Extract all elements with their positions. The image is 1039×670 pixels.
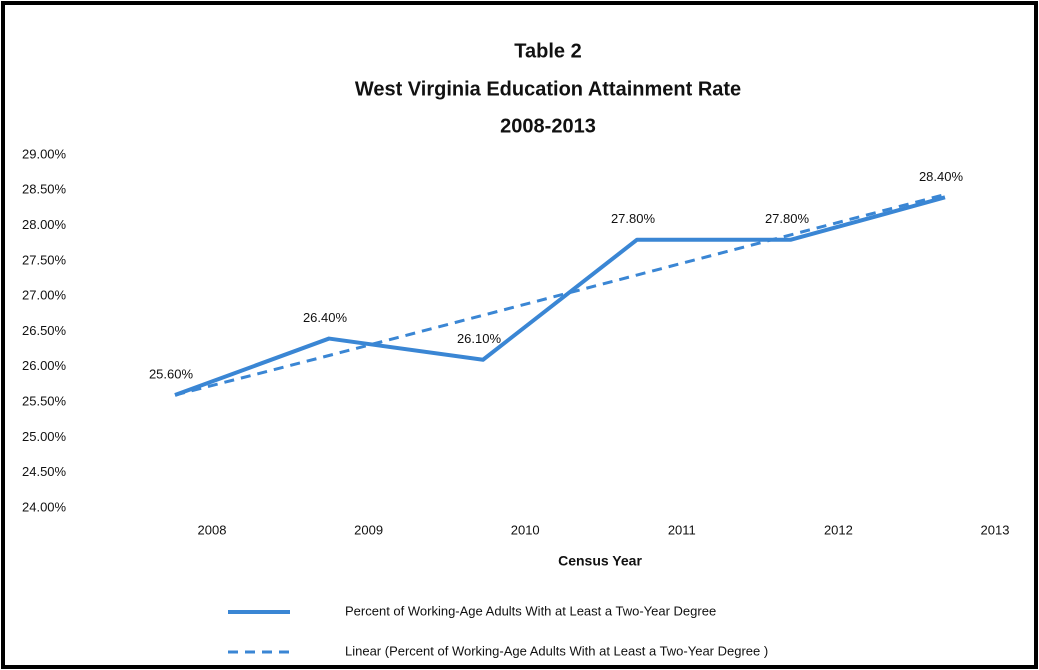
y-tick-label: 27.00% [22,288,67,303]
y-tick-label: 25.50% [22,394,67,409]
x-tick-label: 2010 [511,522,540,537]
legend-label: Linear (Percent of Working-Age Adults Wi… [345,643,768,658]
data-label: 28.40% [919,169,964,184]
data-line [174,195,946,397]
x-axis-title: Census Year [558,553,642,569]
data-label: 25.60% [149,366,194,381]
y-tick-label: 27.50% [22,252,67,267]
y-tick-label: 26.00% [22,358,67,373]
y-tick-label: 29.00% [22,146,67,161]
y-tick-label: 28.00% [22,217,67,232]
y-tick-label: 24.00% [22,499,67,514]
data-label: 27.80% [765,211,810,226]
data-label: 27.80% [611,211,656,226]
x-tick-label: 2009 [354,522,383,537]
y-tick-label: 25.00% [22,429,67,444]
chart-title: Table 2 [514,40,581,62]
x-tick-label: 2008 [198,522,227,537]
chart-title: West Virginia Education Attainment Rate [355,78,741,100]
y-tick-label: 24.50% [22,464,67,479]
x-tick-label: 2011 [668,522,696,537]
x-tick-label: 2013 [981,522,1010,537]
trend-line [174,193,946,397]
x-tick-label: 2012 [824,522,853,537]
data-label: 26.10% [457,331,502,346]
y-tick-label: 28.50% [22,182,67,197]
y-tick-label: 26.50% [22,323,67,338]
legend-label: Percent of Working-Age Adults With at Le… [345,603,716,618]
chart-title: 2008-2013 [500,115,596,137]
data-label: 26.40% [303,310,348,325]
